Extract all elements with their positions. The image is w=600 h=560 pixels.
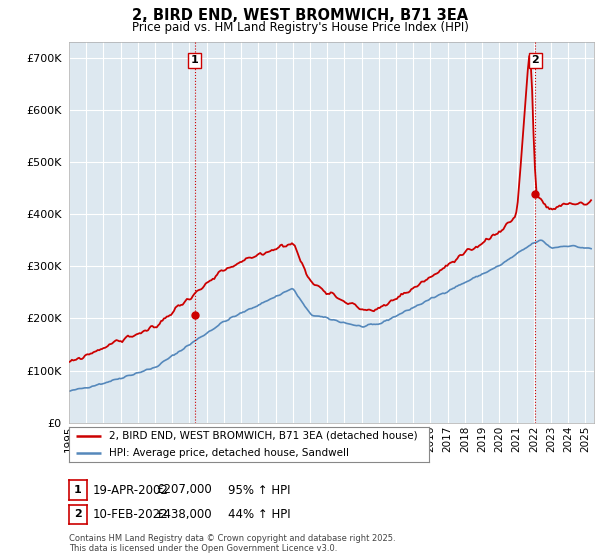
Text: Contains HM Land Registry data © Crown copyright and database right 2025.
This d: Contains HM Land Registry data © Crown c… bbox=[69, 534, 395, 553]
Text: 2: 2 bbox=[532, 55, 539, 66]
Text: 2, BIRD END, WEST BROMWICH, B71 3EA (detached house): 2, BIRD END, WEST BROMWICH, B71 3EA (det… bbox=[109, 431, 417, 441]
Text: 1: 1 bbox=[191, 55, 199, 66]
Text: 44% ↑ HPI: 44% ↑ HPI bbox=[228, 507, 290, 521]
Text: 2: 2 bbox=[74, 509, 82, 519]
Text: Price paid vs. HM Land Registry's House Price Index (HPI): Price paid vs. HM Land Registry's House … bbox=[131, 21, 469, 34]
Text: HPI: Average price, detached house, Sandwell: HPI: Average price, detached house, Sand… bbox=[109, 449, 349, 458]
Text: 1: 1 bbox=[74, 485, 82, 495]
Text: £438,000: £438,000 bbox=[156, 507, 212, 521]
Text: 19-APR-2002: 19-APR-2002 bbox=[93, 483, 169, 497]
Text: 2, BIRD END, WEST BROMWICH, B71 3EA: 2, BIRD END, WEST BROMWICH, B71 3EA bbox=[132, 8, 468, 24]
Text: £207,000: £207,000 bbox=[156, 483, 212, 497]
Text: 10-FEB-2022: 10-FEB-2022 bbox=[93, 507, 169, 521]
Text: 95% ↑ HPI: 95% ↑ HPI bbox=[228, 483, 290, 497]
